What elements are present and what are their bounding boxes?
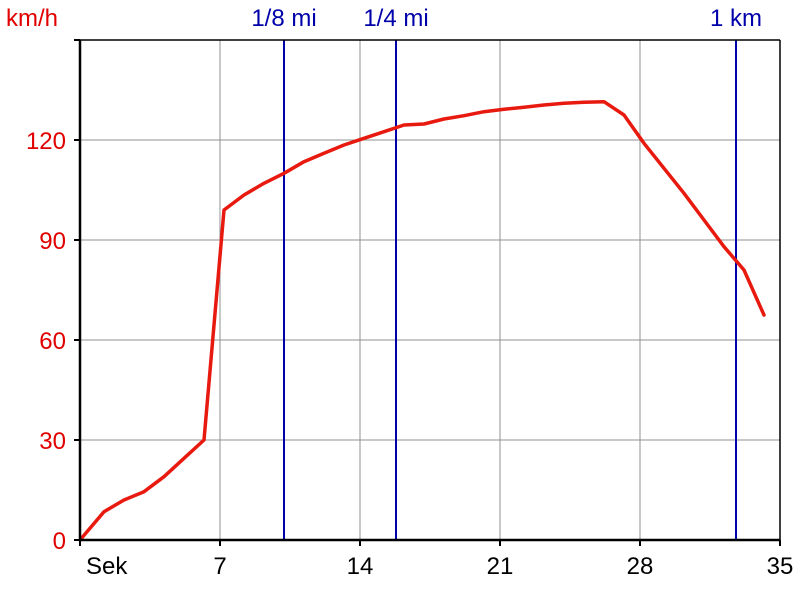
y-tick-label-3: 90 (39, 228, 66, 255)
marker-label-1: 1/4 mi (363, 5, 428, 32)
marker-label-2: 1 km (710, 5, 762, 32)
y-tick-label-0: 0 (53, 528, 66, 555)
y-tick-label-1: 30 (39, 428, 66, 455)
x-tick-label-1: 14 (347, 553, 374, 580)
y-tick-label-2: 60 (39, 328, 66, 355)
y-tick-label-4: 120 (26, 128, 66, 155)
x-tick-label-4: 35 (767, 553, 794, 580)
marker-label-0: 1/8 mi (251, 5, 316, 32)
y-unit-label: km/h (6, 5, 58, 32)
x-tick-label-3: 28 (627, 553, 654, 580)
y-tick-labels: 0 30 60 90 120 (26, 128, 66, 555)
x-tick-label-0: 7 (213, 553, 226, 580)
series (78, 99, 766, 542)
x-tick-labels: 7 14 21 28 35 (213, 553, 793, 580)
plot-frame (74, 39, 781, 546)
grid (80, 39, 781, 541)
x-tick-label-2: 21 (487, 553, 514, 580)
distance-markers: 1/8 mi 1/4 mi 1 km (251, 5, 762, 540)
speed-line-0 (78, 99, 766, 542)
x-unit-label: Sek (86, 553, 128, 580)
